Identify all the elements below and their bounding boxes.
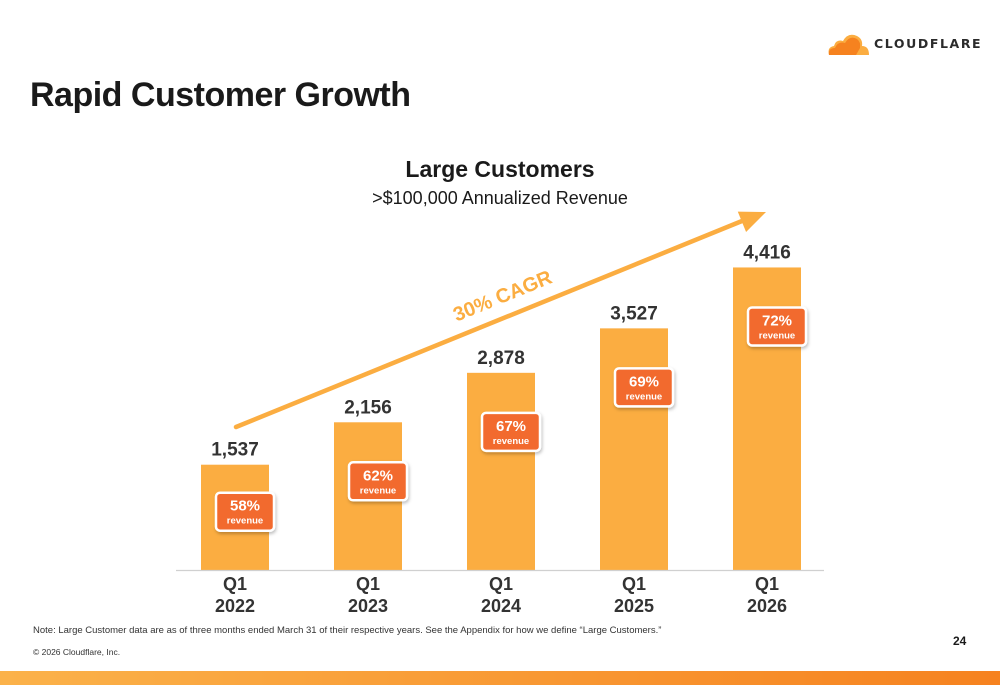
bar <box>467 372 535 570</box>
chart-subtitle: >$100,000 Annualized Revenue <box>372 188 628 208</box>
cagr-arrow-line <box>233 218 745 430</box>
bar-value-label: 4,416 <box>743 242 791 263</box>
x-tick-label-year: 2026 <box>747 596 787 616</box>
bar-value-label: 2,156 <box>344 397 392 418</box>
bar-value-label: 2,878 <box>477 348 525 369</box>
cloud-icon <box>828 34 869 55</box>
revenue-word-label: revenue <box>759 330 795 341</box>
revenue-word-label: revenue <box>626 391 662 402</box>
x-tick-label-year: 2025 <box>614 596 654 616</box>
x-tick-label-quarter: Q1 <box>223 574 247 594</box>
revenue-badge <box>347 461 409 502</box>
bar-value-label: 3,527 <box>610 303 658 324</box>
x-tick-label-quarter: Q1 <box>489 574 513 594</box>
revenue-badge <box>214 491 276 532</box>
cloudflare-logo: CLOUDFLARE <box>826 30 982 56</box>
revenue-word-label: revenue <box>360 485 396 496</box>
x-tick-label-year: 2022 <box>215 596 255 616</box>
footnote: Note: Large Customer data are as of thre… <box>33 625 662 636</box>
page-title: Rapid Customer Growth <box>30 76 411 114</box>
revenue-word-label: revenue <box>227 516 263 527</box>
bar <box>600 328 668 570</box>
revenue-share-label: 62% <box>363 467 393 484</box>
cagr-arrow-head <box>737 211 766 232</box>
revenue-badge <box>613 367 675 408</box>
revenue-share-label: 69% <box>629 373 659 390</box>
x-tick-label-quarter: Q1 <box>622 574 646 594</box>
bar-value-label: 1,537 <box>211 440 259 461</box>
x-tick-label-quarter: Q1 <box>356 574 380 594</box>
revenue-badge <box>746 306 808 347</box>
revenue-share-label: 58% <box>230 498 260 515</box>
page-number: 24 <box>953 634 967 648</box>
x-tick-label-year: 2024 <box>481 596 521 616</box>
chart-title: Large Customers <box>405 156 595 182</box>
brand-name: CLOUDFLARE <box>874 35 983 51</box>
bottom-accent-bar <box>0 671 1000 685</box>
revenue-word-label: revenue <box>493 436 529 447</box>
x-tick-label-year: 2023 <box>348 596 388 616</box>
revenue-badge <box>480 411 542 453</box>
revenue-share-label: 67% <box>496 418 526 435</box>
x-tick-label-quarter: Q1 <box>755 574 779 594</box>
revenue-share-label: 72% <box>762 312 792 329</box>
copyright: © 2026 Cloudflare, Inc. <box>33 647 121 657</box>
